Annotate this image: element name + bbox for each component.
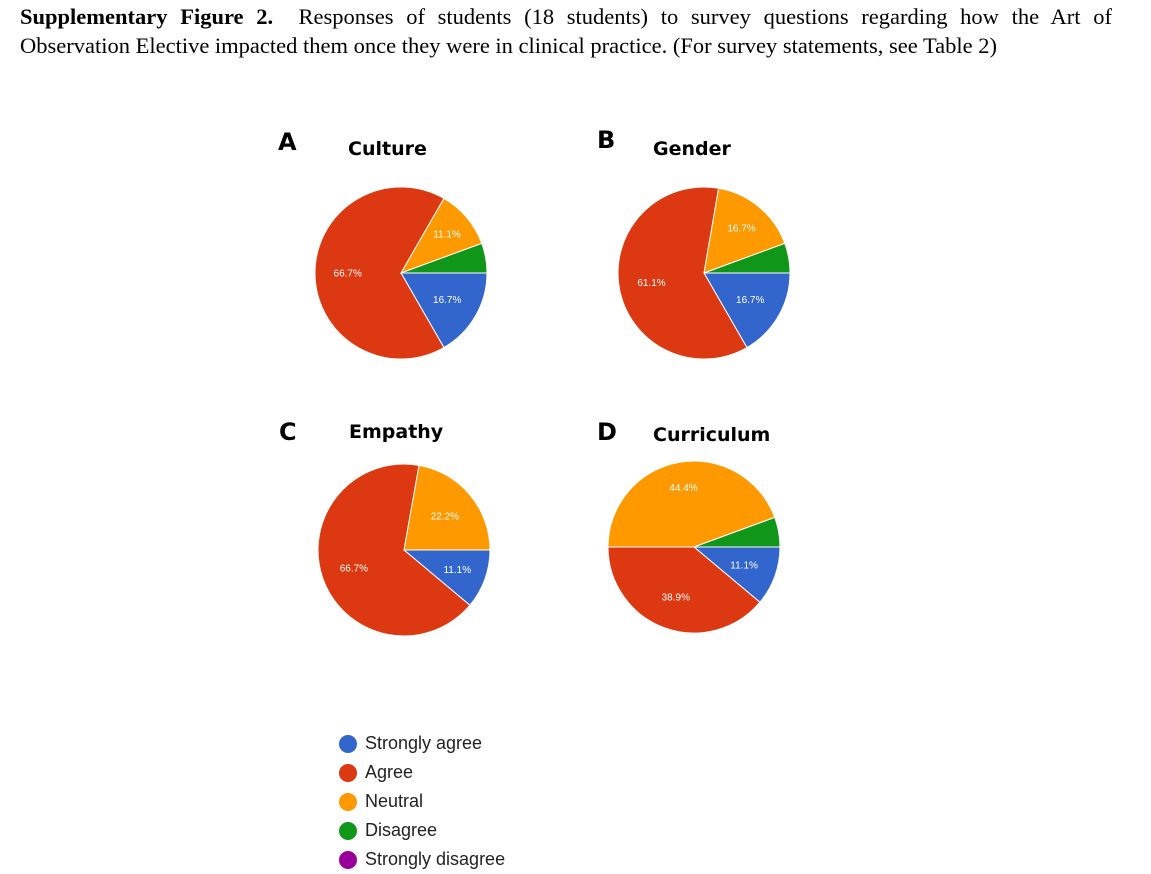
panel-letter-c: C (279, 418, 297, 446)
legend-swatch (339, 763, 357, 782)
legend-swatch (339, 850, 357, 869)
pie-slice-culture-strongly-agree (400, 272, 488, 349)
legend-item-agree: Agree (339, 758, 505, 787)
pie-slice-culture-disagree (400, 242, 488, 274)
legend-label: Strongly disagree (365, 849, 506, 869)
slice-label-gender-agree: 61.1% (637, 278, 665, 289)
caption-bold: Supplementary Figure 2. (20, 4, 274, 29)
panel-title-gender: Gender (653, 138, 731, 160)
legend-swatch (339, 821, 357, 840)
legend-label: Agree (365, 762, 414, 782)
panel-letter-a: A (278, 128, 297, 156)
slice-label-gender-strongly-agree: 16.7% (736, 295, 764, 306)
slice-label-curriculum-agree: 38.9% (662, 593, 690, 604)
pie-slice-gender-strongly-agree (703, 272, 791, 349)
slice-label-gender-neutral: 16.7% (727, 224, 755, 235)
figure-caption: Supplementary Figure 2. Responses of stu… (20, 2, 1112, 60)
legend-swatch (339, 792, 357, 811)
pie-slice-curriculum-disagree (693, 516, 781, 548)
panel-letter-b: B (597, 126, 616, 154)
pie-slice-gender-neutral (703, 187, 786, 274)
pie-slice-gender-disagree (703, 242, 791, 274)
slice-label-curriculum-neutral: 44.4% (669, 483, 697, 494)
slice-label-culture-neutral: 11.1% (433, 230, 461, 241)
slice-label-culture-strongly-agree: 16.7% (433, 295, 461, 306)
slice-label-empathy-agree: 66.7% (340, 564, 368, 575)
slice-label-culture-agree: 66.7% (334, 269, 362, 280)
slice-label-curriculum-strongly-agree: 11.1% (730, 561, 758, 572)
pie-slice-empathy-neutral (403, 464, 491, 551)
legend-item-disagree: Disagree (339, 816, 505, 845)
legend-label: Strongly agree (365, 733, 483, 753)
legend-item-strongly-agree: Strongly agree (339, 729, 505, 758)
pie-slice-culture-agree (314, 186, 445, 360)
pie-slice-curriculum-agree (607, 546, 761, 634)
legend-label: Neutral (365, 791, 424, 811)
panel-title-empathy: Empathy (349, 421, 444, 443)
panel-title-culture: Culture (348, 138, 427, 160)
panel-letter-d: D (597, 418, 617, 446)
legend: Strongly agree Agree Neutral Disagree Strong… (339, 729, 505, 874)
legend-item-strongly-disagree: Strongly disagree (339, 845, 505, 874)
slice-label-empathy-strongly-agree: 11.1% (443, 565, 471, 576)
pie-slice-gender-agree (617, 186, 748, 360)
legend-label: Disagree (365, 820, 438, 840)
legend-item-neutral: Neutral (339, 787, 505, 816)
panel-title-curriculum: Curriculum (653, 424, 771, 446)
pie-slice-empathy-agree (317, 463, 471, 637)
legend-swatch (339, 734, 357, 753)
caption-text: Responses of students (18 students) to s… (20, 4, 1112, 58)
pie-slice-curriculum-neutral (607, 460, 776, 548)
slice-label-empathy-neutral: 22.2% (431, 511, 459, 522)
